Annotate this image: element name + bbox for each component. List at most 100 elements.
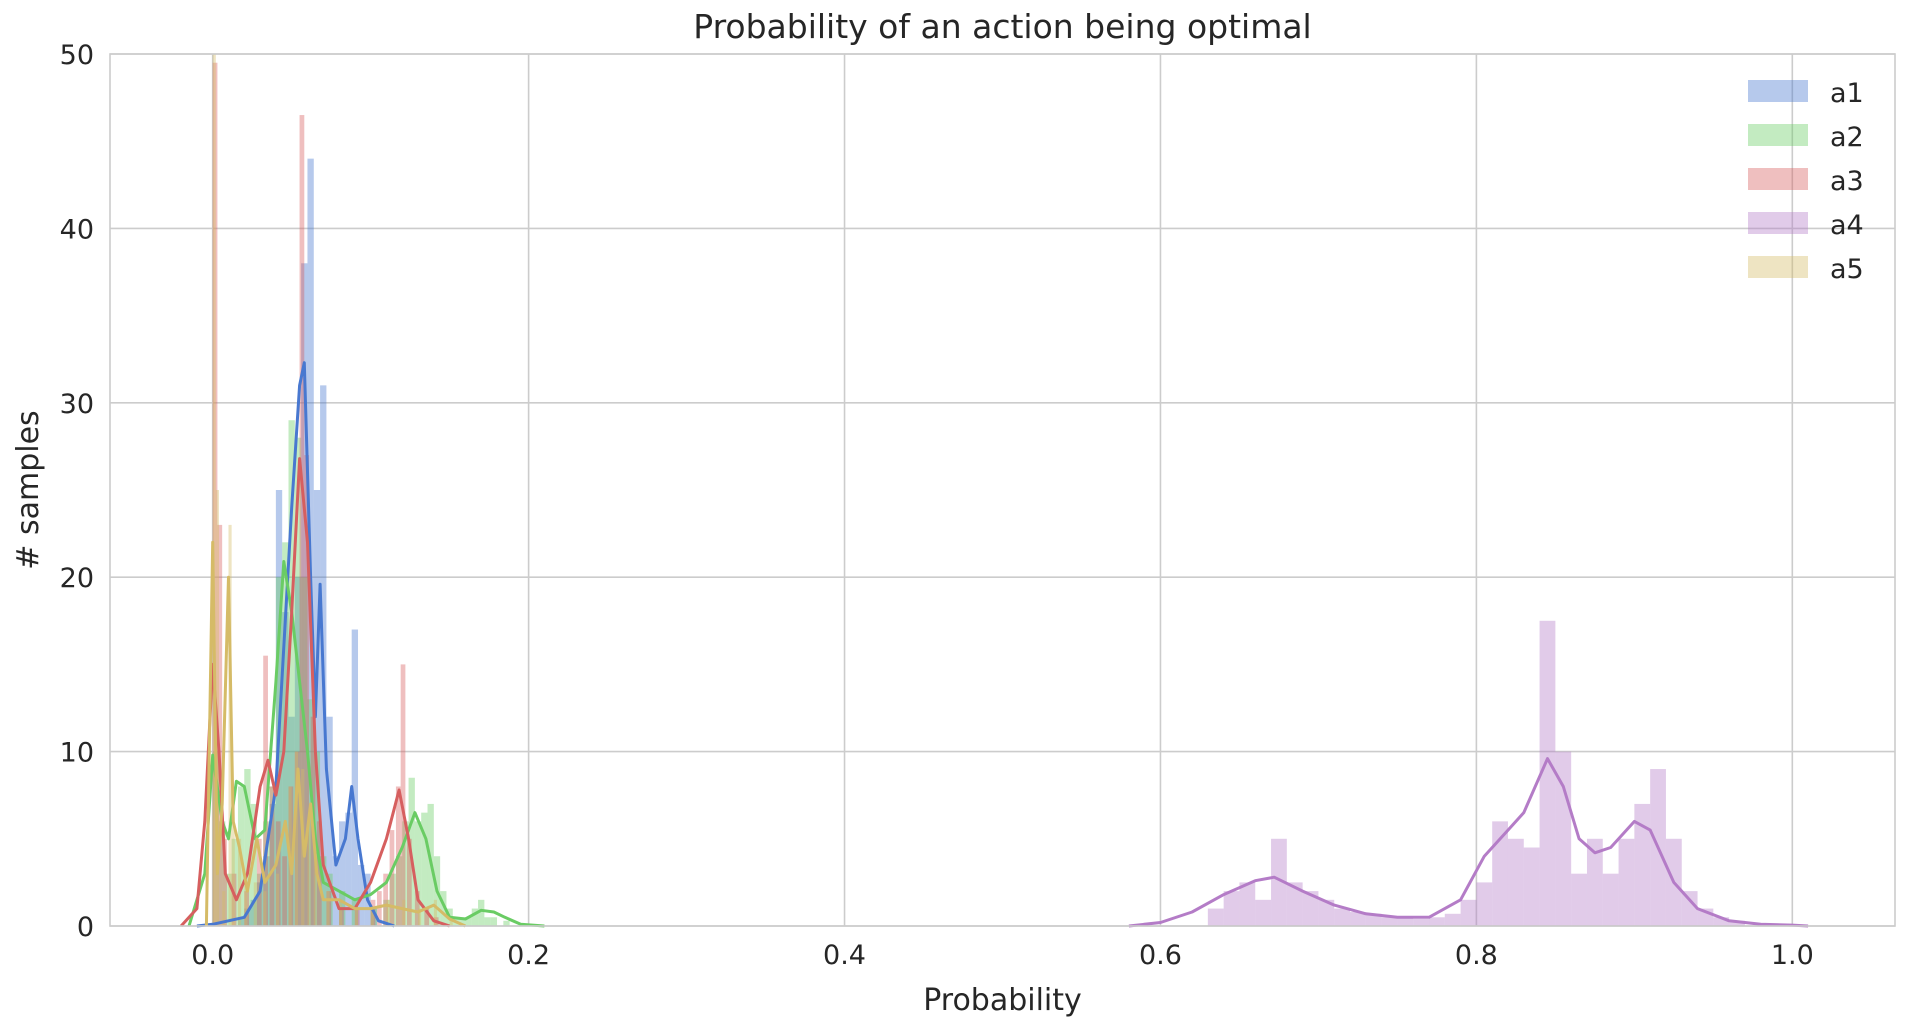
y-axis-label: # samples — [11, 410, 46, 569]
bar-a5 — [244, 873, 248, 926]
bar-a2 — [503, 920, 510, 926]
legend: a1 a2 a3 a4 a5 — [1748, 78, 1864, 285]
bar-a1 — [351, 629, 359, 926]
bar-a1 — [282, 612, 289, 926]
bar-a2 — [389, 873, 396, 926]
bar-a4 — [1586, 838, 1603, 926]
bar-a4 — [1618, 838, 1635, 926]
bar-a4 — [1365, 913, 1382, 926]
bar-a5 — [294, 751, 298, 926]
bar-a4 — [1571, 873, 1587, 926]
bar-a4 — [1713, 917, 1730, 926]
bar-a2 — [490, 917, 498, 926]
bar-a2 — [256, 873, 264, 926]
bar-a2 — [414, 821, 422, 926]
bar-a4 — [1381, 917, 1398, 926]
bar-a4 — [1429, 917, 1445, 926]
bar-a1 — [288, 716, 295, 926]
bar-a1 — [237, 917, 245, 926]
bar-a3 — [383, 873, 389, 926]
bar-a5 — [215, 490, 219, 926]
x-tick-label: 0.2 — [507, 940, 550, 971]
bar-a5 — [231, 786, 235, 926]
bar-a5 — [237, 838, 242, 926]
legend-label-a1: a1 — [1830, 78, 1864, 109]
bar-a5 — [275, 873, 280, 926]
bar-a1 — [244, 908, 251, 926]
legend-label-a2: a2 — [1830, 122, 1864, 153]
bar-a4 — [1207, 908, 1224, 926]
bar-a3 — [231, 873, 237, 926]
bar-a3 — [316, 821, 322, 926]
bar-a2 — [294, 437, 302, 926]
plot-frame — [109, 53, 1896, 927]
bar-a5 — [263, 891, 267, 926]
bar-a4 — [1302, 891, 1319, 926]
bar-a2 — [383, 899, 390, 926]
bar-a2 — [320, 856, 327, 926]
bar-a4 — [1476, 882, 1493, 926]
bar-a2 — [269, 786, 276, 926]
y-tick-label: 50 — [60, 40, 94, 71]
legend-swatch-a2 — [1748, 124, 1808, 146]
tick-labels: 0.0 0.2 0.4 0.6 0.8 1.0 0 10 20 30 40 50 — [60, 40, 1814, 971]
bar-a2 — [301, 577, 308, 926]
bar-a3 — [263, 655, 268, 926]
bar-a3 — [389, 830, 395, 926]
bar-a3 — [256, 838, 262, 926]
kde-curves — [179, 361, 1809, 928]
bar-a5 — [449, 917, 453, 926]
bar-a5 — [354, 908, 359, 926]
bar-a5 — [212, 54, 216, 926]
bar-a5 — [313, 856, 317, 926]
bar-a1 — [370, 908, 377, 926]
kde-a2 — [187, 560, 545, 928]
bar-a3 — [376, 891, 382, 926]
bar-a3 — [269, 786, 275, 926]
bar-a4 — [1223, 891, 1240, 926]
x-tick-label: 0.0 — [191, 940, 234, 971]
bar-a3 — [275, 821, 281, 926]
bar-a5 — [253, 882, 257, 926]
bar-a3 — [414, 891, 420, 926]
bar-a3 — [400, 664, 406, 926]
kde-a3 — [179, 457, 451, 928]
bar-a4 — [1729, 920, 1745, 926]
kde-a4 — [1128, 757, 1809, 928]
bar-a3 — [294, 751, 300, 926]
legend-label-a4: a4 — [1830, 210, 1864, 241]
legend-swatch-a4 — [1748, 212, 1808, 234]
bar-a1 — [332, 856, 340, 926]
bar-a4 — [1602, 873, 1619, 926]
bar-a2 — [484, 917, 491, 926]
bar-a4 — [1444, 913, 1461, 926]
bar-a3 — [244, 891, 250, 926]
legend-label-a5: a5 — [1830, 254, 1864, 285]
bar-a4 — [1397, 917, 1414, 926]
bar-a3 — [424, 908, 430, 926]
bar-a3 — [304, 455, 310, 926]
bar-a5 — [402, 899, 406, 926]
bar-a4 — [1334, 908, 1351, 926]
bar-a4 — [1239, 882, 1256, 926]
bar-a2 — [395, 856, 403, 926]
x-tick-label: 0.6 — [1139, 940, 1182, 971]
legend-label-a3: a3 — [1830, 166, 1864, 197]
bar-a3 — [326, 891, 332, 926]
bar-a2 — [402, 821, 409, 926]
bar-a2 — [421, 812, 428, 926]
chart-title: Probability of an action being optimal — [693, 7, 1311, 46]
bar-a5 — [307, 821, 311, 926]
bar-a1 — [269, 803, 276, 926]
bar-a4 — [1492, 821, 1508, 926]
bar-a4 — [1539, 620, 1556, 926]
bar-a2 — [288, 420, 295, 926]
bar-a3 — [406, 838, 412, 926]
y-tick-label: 30 — [60, 389, 94, 420]
kde-a5 — [204, 540, 467, 928]
x-tick-label: 1.0 — [1771, 940, 1814, 971]
bar-a4 — [1350, 912, 1366, 926]
bar-a2 — [471, 908, 479, 926]
bar-a5 — [386, 899, 390, 926]
